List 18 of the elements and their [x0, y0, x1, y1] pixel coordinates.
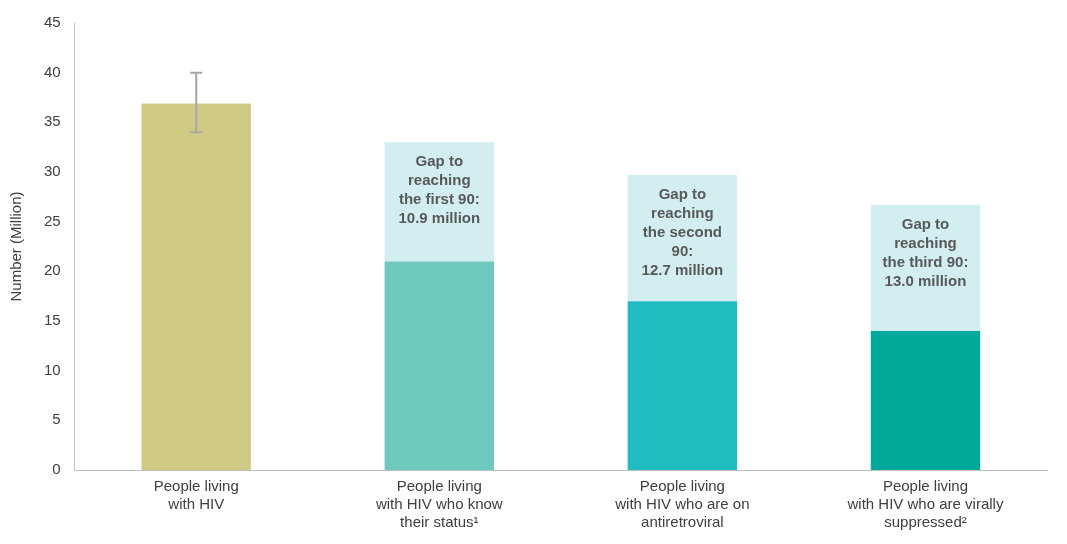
y-tick-label: 15 — [44, 311, 61, 329]
y-tick-label: 0 — [52, 460, 61, 478]
y-tick-label: 5 — [52, 410, 61, 428]
y-tick-label: 25 — [44, 211, 61, 229]
x-tick-label: People living with HIV who are virally suppressed² — [846, 477, 1004, 531]
x-tick-label: People living with HIV who are on antiretroviral — [614, 477, 750, 531]
x-tick-label: People living with HIV who know their status¹ — [374, 477, 503, 531]
y-tick-label: 35 — [44, 112, 61, 130]
y-axis-title: Number (Million) — [7, 191, 25, 302]
y-tick-label: 45 — [44, 13, 61, 31]
y-tick-label: 40 — [44, 62, 61, 80]
y-tick-label: 30 — [44, 162, 61, 180]
annotation: Gap to reaching the first 90: 10.9 million — [398, 152, 481, 227]
y-tick-label: 10 — [44, 360, 61, 378]
annotation: Gap to reaching the second 90: 12.7 million — [641, 185, 724, 279]
x-tick-label: People living with HIV — [153, 477, 239, 513]
y-tick-label: 20 — [44, 261, 61, 279]
annotation: Gap to reaching the third 90: 13.0 million — [882, 214, 969, 289]
